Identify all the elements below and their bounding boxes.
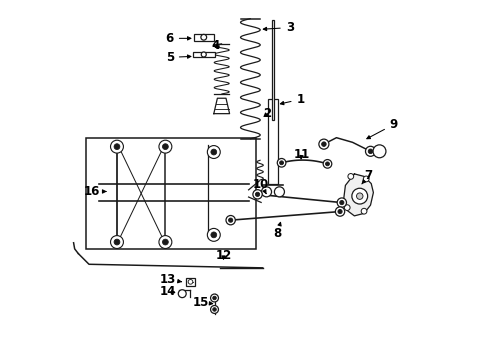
Circle shape [111, 140, 123, 153]
Circle shape [178, 290, 186, 298]
Text: 11: 11 [294, 148, 310, 161]
Bar [194, 34, 214, 41]
Circle shape [323, 159, 332, 168]
Circle shape [352, 188, 368, 204]
Circle shape [201, 35, 207, 40]
Circle shape [202, 35, 206, 39]
Circle shape [357, 193, 363, 199]
Circle shape [201, 52, 206, 57]
Text: 12: 12 [216, 249, 232, 262]
Circle shape [213, 296, 216, 300]
Circle shape [114, 239, 120, 245]
Bar [271, 21, 274, 120]
Circle shape [114, 144, 120, 149]
Text: 6: 6 [166, 32, 191, 45]
Text: 3: 3 [263, 21, 294, 34]
Circle shape [280, 161, 284, 165]
Text: 15: 15 [193, 296, 213, 309]
Circle shape [364, 176, 369, 182]
Circle shape [255, 192, 260, 197]
Circle shape [368, 149, 373, 154]
Circle shape [188, 279, 193, 284]
Circle shape [111, 235, 123, 248]
Circle shape [211, 149, 217, 155]
Circle shape [366, 146, 375, 156]
Circle shape [338, 210, 342, 213]
Circle shape [277, 158, 286, 167]
Text: 9: 9 [367, 118, 398, 139]
Bar [87, 138, 256, 249]
Text: 16: 16 [84, 185, 106, 198]
Text: 10: 10 [253, 178, 270, 194]
Circle shape [213, 308, 216, 311]
Text: 2: 2 [263, 107, 271, 120]
Circle shape [340, 201, 344, 205]
Circle shape [207, 145, 220, 158]
Text: 7: 7 [362, 169, 373, 184]
Text: 1: 1 [280, 93, 305, 106]
Circle shape [228, 218, 233, 222]
Circle shape [211, 232, 217, 238]
Bar [193, 52, 215, 57]
Circle shape [337, 198, 346, 207]
Polygon shape [214, 98, 230, 114]
Circle shape [253, 190, 262, 199]
Bar [186, 278, 195, 286]
Circle shape [321, 142, 326, 147]
Circle shape [211, 306, 219, 314]
Circle shape [344, 205, 350, 211]
Circle shape [325, 162, 329, 166]
Circle shape [202, 53, 205, 56]
Circle shape [262, 187, 271, 197]
Circle shape [274, 187, 285, 197]
Circle shape [163, 239, 168, 245]
Text: 5: 5 [166, 51, 191, 64]
Circle shape [226, 216, 235, 225]
Circle shape [373, 145, 386, 158]
Circle shape [319, 139, 329, 149]
Text: 4: 4 [212, 39, 220, 52]
Bar [269, 99, 278, 184]
Circle shape [207, 228, 220, 241]
Circle shape [348, 174, 354, 179]
Circle shape [211, 294, 219, 302]
Circle shape [335, 207, 344, 216]
Polygon shape [343, 174, 373, 216]
Circle shape [163, 144, 168, 149]
Circle shape [159, 235, 172, 248]
Text: 13: 13 [160, 273, 182, 286]
Circle shape [159, 140, 172, 153]
Circle shape [361, 208, 367, 214]
Text: 14: 14 [160, 285, 176, 298]
Text: 8: 8 [273, 222, 281, 239]
